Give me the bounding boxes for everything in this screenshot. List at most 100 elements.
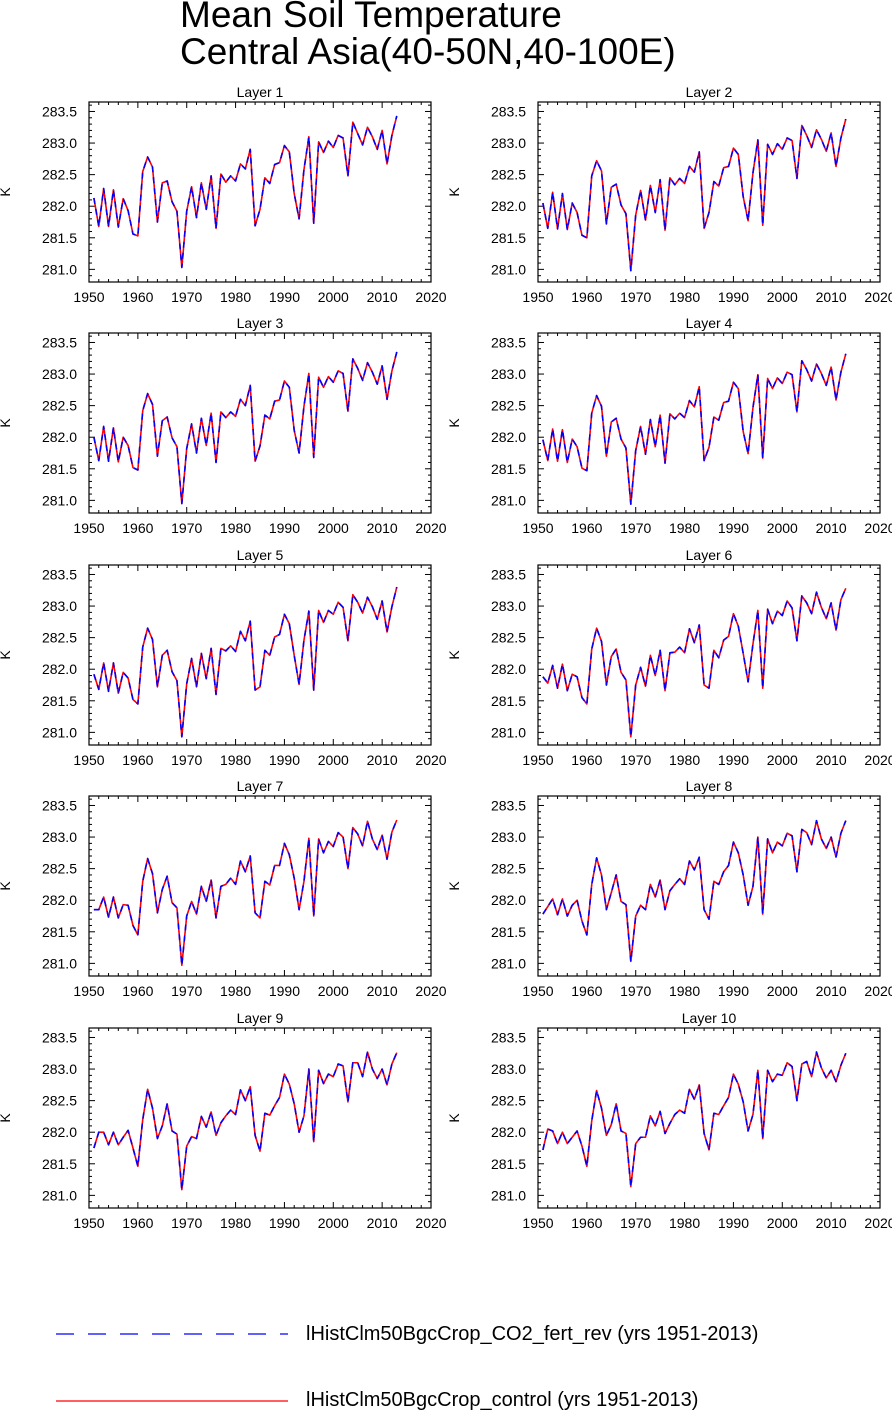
- y-tick-label: 282.5: [42, 1093, 77, 1109]
- x-tick-label: 2000: [767, 983, 798, 999]
- x-tick-label: 1960: [122, 520, 153, 536]
- y-tick-label: 281.0: [42, 1187, 77, 1203]
- series-line-co2-fert-rev: [542, 1051, 847, 1188]
- series-line-control: [93, 351, 398, 505]
- y-tick-label: 282.5: [491, 630, 526, 646]
- series-line-co2-fert-rev: [93, 586, 398, 738]
- panel-layer-8: Layer 8 1950 1960 1970 1980 1990 2000 2010 2020 2…: [446, 778, 892, 999]
- x-tick-label: 2000: [318, 289, 349, 305]
- x-tick-label: 1970: [620, 752, 651, 768]
- plot-frame: [537, 795, 881, 977]
- y-axis-label: K: [446, 187, 462, 197]
- x-tick-label: 2020: [415, 752, 446, 768]
- panel-title: Layer 9: [237, 1010, 284, 1026]
- x-tick-label: 1970: [620, 289, 651, 305]
- y-tick-label: 283.5: [491, 103, 526, 119]
- y-tick-label: 283.0: [42, 598, 77, 614]
- y-tick-label: 283.5: [42, 103, 77, 119]
- x-tick-label: 1970: [171, 983, 202, 999]
- panel-title: Layer 5: [237, 547, 284, 563]
- series-line-co2-fert-rev: [542, 353, 847, 505]
- x-tick-label: 2010: [367, 752, 398, 768]
- x-tick-label: 1950: [522, 983, 553, 999]
- x-tick-label: 2010: [816, 520, 847, 536]
- plot-frame: [88, 1027, 432, 1209]
- y-tick-label: 282.5: [42, 861, 77, 877]
- x-tick-label: 1980: [220, 752, 251, 768]
- y-tick-label: 281.0: [491, 724, 526, 740]
- y-tick-label: 282.5: [491, 1093, 526, 1109]
- y-tick-label: 283.5: [491, 1029, 526, 1045]
- y-tick-label: 283.0: [491, 366, 526, 382]
- panel-layer-6: Layer 6 1950 1960 1970 1980 1990 2000 2010 2020 2…: [446, 547, 892, 768]
- x-tick-label: 1990: [718, 752, 749, 768]
- y-tick-label: 281.5: [42, 924, 77, 940]
- y-tick-label: 282.5: [491, 167, 526, 183]
- y-tick-label: 282.5: [42, 398, 77, 414]
- y-axis-label: K: [446, 650, 462, 660]
- x-tick-label: 1970: [171, 289, 202, 305]
- x-tick-label: 1970: [620, 983, 651, 999]
- x-tick-label: 1990: [269, 752, 300, 768]
- x-tick-label: 1960: [122, 1215, 153, 1231]
- series-line-co2-fert-rev: [93, 819, 398, 967]
- x-tick-label: 1960: [122, 752, 153, 768]
- y-tick-label: 282.5: [42, 630, 77, 646]
- x-tick-label: 2020: [864, 289, 892, 305]
- x-tick-label: 1970: [620, 520, 651, 536]
- x-tick-label: 2020: [415, 520, 446, 536]
- y-tick-label: 281.5: [42, 230, 77, 246]
- y-tick-label: 281.5: [491, 1156, 526, 1172]
- y-tick-label: 283.0: [491, 829, 526, 845]
- panel-layer-3: Layer 3 1950 1960 1970 1980 1990 2000 2010 2020 2…: [0, 315, 447, 536]
- panel-title: Layer 1: [237, 84, 284, 100]
- x-tick-label: 1960: [571, 289, 602, 305]
- plot-frame: [88, 101, 432, 283]
- y-tick-label: 282.0: [491, 429, 526, 445]
- y-tick-label: 283.5: [42, 1029, 77, 1045]
- panel-layer-1: Layer 1 1950 1960 1970 1980 1990 2000 2010 2020 2…: [0, 84, 447, 305]
- x-tick-label: 1980: [669, 983, 700, 999]
- y-tick-label: 282.0: [42, 892, 77, 908]
- x-tick-label: 1950: [522, 1215, 553, 1231]
- panel-layer-9: Layer 9 1950 1960 1970 1980 1990 2000 2010 2020 2…: [0, 1010, 447, 1231]
- x-tick-label: 2000: [318, 983, 349, 999]
- x-tick-label: 1950: [73, 983, 104, 999]
- y-tick-label: 283.5: [42, 797, 77, 813]
- y-tick-label: 282.0: [491, 892, 526, 908]
- x-tick-label: 1960: [571, 752, 602, 768]
- y-tick-label: 281.0: [491, 261, 526, 277]
- x-tick-label: 2020: [864, 1215, 892, 1231]
- page-title: Mean Soil Temperature Central Asia(40-50…: [180, 0, 676, 72]
- series-line-co2-fert-rev: [542, 118, 847, 272]
- y-tick-label: 282.5: [491, 398, 526, 414]
- plot-frame: [537, 1027, 881, 1209]
- y-tick-label: 281.0: [491, 955, 526, 971]
- plot-frame: [88, 332, 432, 514]
- x-tick-label: 2020: [415, 983, 446, 999]
- x-tick-label: 1980: [669, 520, 700, 536]
- x-tick-label: 1980: [669, 1215, 700, 1231]
- y-axis-label: K: [0, 187, 13, 197]
- y-tick-label: 282.5: [42, 167, 77, 183]
- y-tick-label: 282.0: [42, 661, 77, 677]
- x-tick-label: 1970: [171, 520, 202, 536]
- panel-title: Layer 8: [686, 778, 733, 794]
- x-tick-label: 1960: [571, 1215, 602, 1231]
- y-tick-label: 281.0: [42, 261, 77, 277]
- series-line-control: [542, 353, 847, 505]
- x-tick-label: 1950: [522, 752, 553, 768]
- panel-title: Layer 7: [237, 778, 284, 794]
- y-tick-label: 283.0: [42, 829, 77, 845]
- x-tick-label: 2000: [318, 520, 349, 536]
- plot-frame: [88, 795, 432, 977]
- panel-title: Layer 3: [237, 315, 284, 331]
- y-axis-label: K: [446, 1113, 462, 1123]
- y-tick-label: 281.0: [42, 492, 77, 508]
- x-tick-label: 2010: [367, 520, 398, 536]
- y-tick-label: 282.0: [491, 661, 526, 677]
- x-tick-label: 1970: [171, 1215, 202, 1231]
- x-tick-label: 1960: [122, 289, 153, 305]
- y-tick-label: 283.0: [491, 135, 526, 151]
- x-tick-label: 2000: [318, 1215, 349, 1231]
